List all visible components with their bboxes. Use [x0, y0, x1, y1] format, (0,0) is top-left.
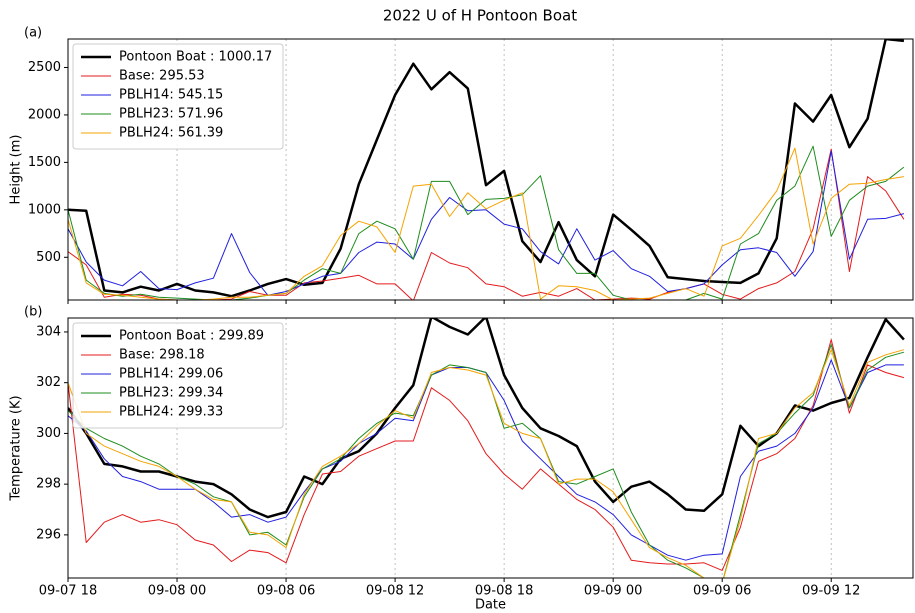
legend-label: Base: 298.18 [119, 348, 205, 363]
x-tick-label: 09-08 00 [148, 584, 206, 599]
legend-label: Pontoon Boat : 1000.17 [119, 50, 272, 65]
y-tick-label: 300 [36, 426, 61, 441]
series-line [68, 339, 905, 571]
series-line [68, 148, 905, 300]
plot-frame [67, 317, 914, 579]
x-tick-label: 09-09 00 [584, 584, 642, 599]
legend-label: PBLH23: 571.96 [119, 107, 223, 122]
x-tick-label: 09-09 12 [802, 584, 860, 599]
y-tick-label: 2500 [28, 60, 61, 75]
legend-label: Pontoon Boat : 299.89 [119, 329, 264, 344]
plot-frame [67, 38, 914, 301]
legend-label: PBLH14: 299.06 [119, 367, 223, 382]
series-line [68, 150, 905, 296]
y-axis-label: Temperature (K) [9, 395, 24, 501]
y-tick-label: 500 [36, 250, 61, 265]
legend-box [72, 43, 284, 150]
x-tick-label: 09-09 06 [693, 584, 751, 599]
y-axis-label: Height (m) [9, 135, 24, 205]
y-tick-label: 304 [36, 324, 61, 339]
legend-label: PBLH24: 561.39 [119, 126, 223, 141]
panel-label: (b) [24, 305, 42, 320]
x-tick-label: 09-08 06 [257, 584, 315, 599]
legend-label: PBLH23: 299.34 [119, 386, 223, 401]
series-line [68, 318, 905, 519]
y-tick-label: 1500 [28, 155, 61, 170]
x-tick-label: 09-08 18 [475, 584, 533, 599]
panel-label: (a) [24, 26, 42, 41]
series-line [68, 39, 905, 298]
plot-lines [68, 39, 905, 300]
y-tick-label: 2000 [28, 107, 61, 122]
series-line [68, 147, 904, 300]
x-tick-label: 09-07 18 [39, 584, 97, 599]
y-tick-label: 296 [36, 527, 61, 542]
legend-label: PBLH14: 545.15 [119, 88, 223, 103]
x-tick-label: 09-08 12 [366, 584, 424, 599]
plot-lines [68, 318, 905, 578]
series-line [68, 349, 905, 578]
y-tick-label: 302 [36, 375, 61, 390]
y-tick-label: 298 [36, 477, 61, 492]
legend-box [72, 322, 284, 429]
legend-label: PBLH24: 299.33 [119, 405, 223, 420]
x-axis-label: Date [475, 598, 506, 613]
chart-title: 2022 U of H Pontoon Boat [383, 7, 577, 25]
legend-label: Base: 295.53 [119, 69, 205, 84]
series-line [68, 344, 905, 578]
y-tick-label: 1000 [28, 202, 61, 217]
